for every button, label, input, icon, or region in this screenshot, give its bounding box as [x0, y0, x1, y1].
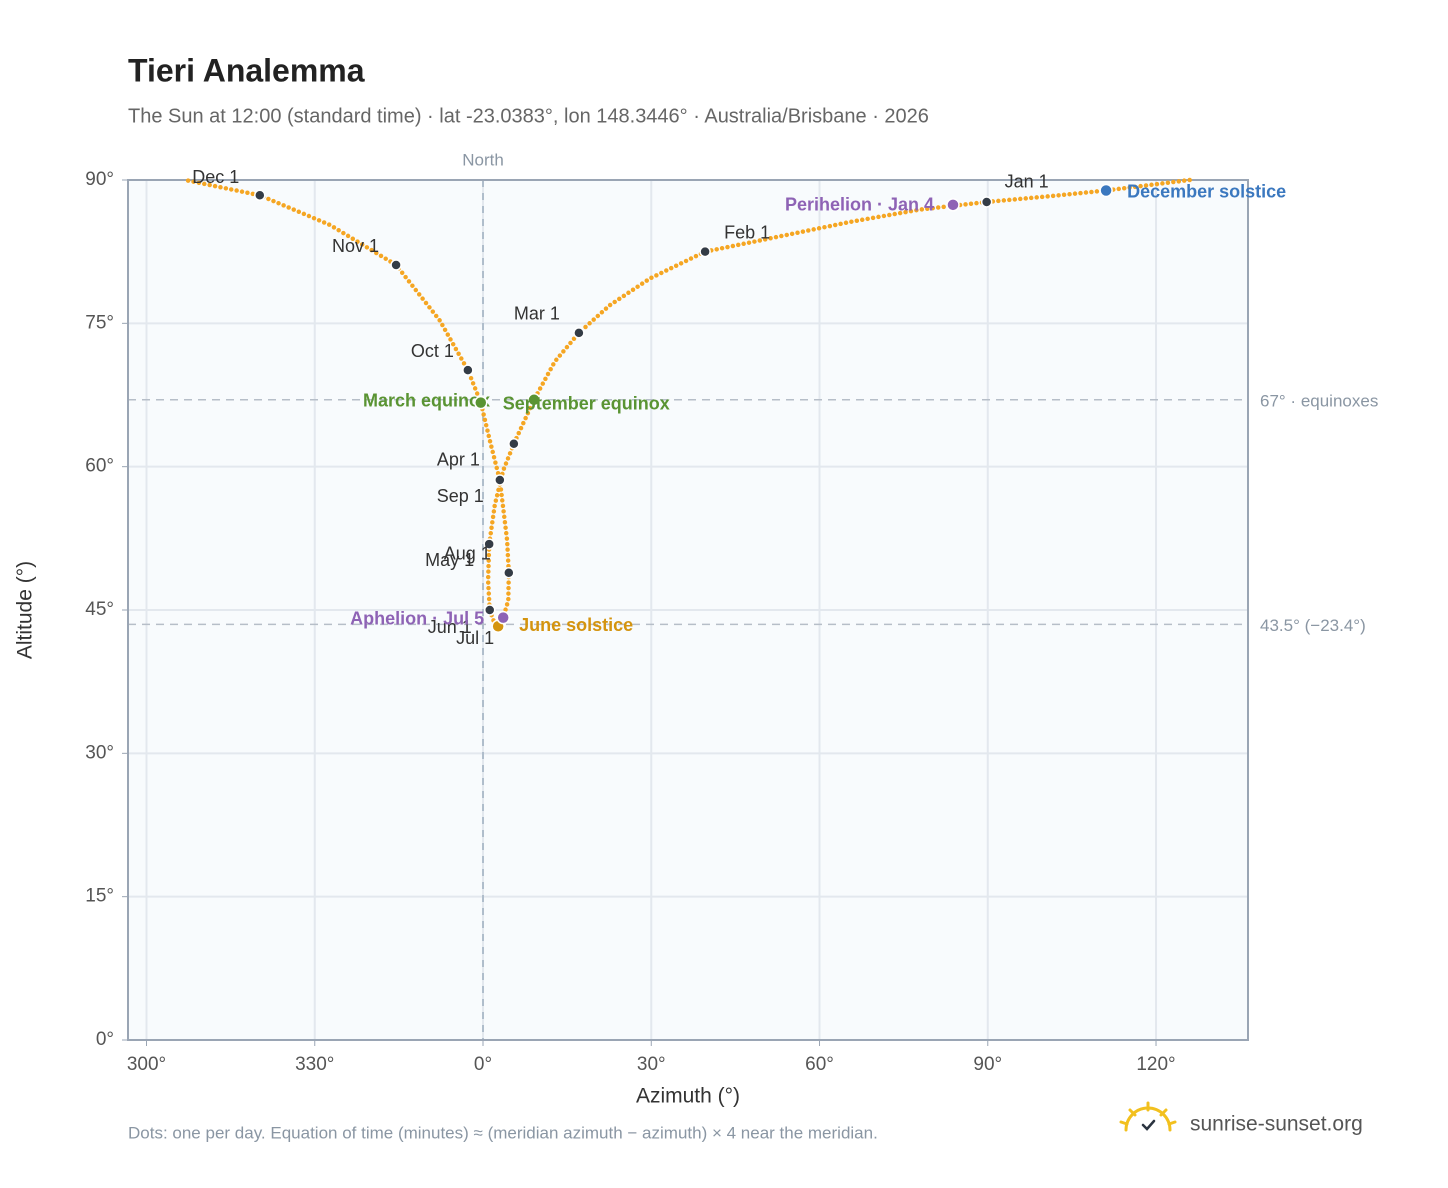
marker-label: Oct 1 — [411, 341, 454, 361]
marker-label: Feb 1 — [724, 222, 770, 242]
marker — [1099, 183, 1113, 198]
marker-label: Perihelion · Jan 4 — [785, 195, 934, 215]
marker-label: Jan 1 — [1005, 172, 1049, 192]
marker-label: Aug 1 — [444, 543, 491, 563]
marker — [503, 566, 515, 579]
marker-label: June solstice — [519, 615, 633, 635]
y-tick-label: 45° — [85, 599, 114, 620]
y-tick-label: 60° — [85, 456, 114, 477]
y-tick-label: 90° — [85, 169, 114, 190]
marker — [494, 474, 506, 486]
x-tick-label: 0° — [474, 1054, 492, 1075]
y-tick-label: 30° — [85, 742, 114, 763]
x-tick-label: 60° — [805, 1054, 834, 1075]
meridian-label: North — [462, 150, 504, 169]
x-tick-label: 90° — [973, 1054, 1002, 1075]
reference-label: 43.5° (−23.4°) — [1260, 616, 1366, 635]
marker — [483, 604, 496, 616]
plot-border — [127, 179, 1249, 1041]
analemma-curve — [182, 177, 1192, 630]
chart-subtitle: The Sun at 12:00 (standard time) · lat -… — [128, 105, 929, 127]
marker-label: September equinox — [503, 393, 670, 413]
marker-label: Dec 1 — [192, 167, 239, 187]
x-axis-label: Azimuth (°) — [636, 1085, 740, 1108]
x-tick-label: 30° — [637, 1054, 666, 1075]
marker — [508, 437, 520, 450]
brand: sunrise-sunset.org — [1190, 1113, 1363, 1136]
marker-label: May 1 — [425, 550, 474, 570]
marker — [390, 259, 402, 271]
reference-label: 67° · equinoxes — [1260, 391, 1378, 410]
y-tick-label: 0° — [96, 1029, 114, 1050]
marker-label: Mar 1 — [514, 304, 560, 324]
marker-label: Nov 1 — [332, 236, 379, 256]
marker — [699, 245, 711, 258]
marker — [474, 395, 488, 410]
x-tick-label: 120° — [1136, 1054, 1175, 1075]
marker-label: Sep 1 — [437, 486, 484, 506]
marker — [946, 198, 960, 212]
marker-label: December solstice — [1127, 181, 1286, 201]
marker — [483, 538, 495, 550]
y-tick-label: 15° — [85, 886, 114, 907]
marker — [573, 327, 585, 339]
marker — [496, 610, 510, 625]
brand-logo — [1119, 1101, 1177, 1132]
marker-label: March equinox — [363, 391, 490, 411]
chart-title: Tieri Analemma — [128, 52, 365, 88]
marker-label: Aphelion · Jul 5 — [350, 608, 484, 628]
y-axis-label: Altitude (°) — [14, 561, 37, 659]
x-tick-label: 300° — [127, 1054, 166, 1075]
marker — [254, 189, 266, 202]
x-tick-label: 330° — [295, 1054, 334, 1075]
footnote: Dots: one per day. Equation of time (min… — [128, 1123, 878, 1142]
marker-label: Apr 1 — [437, 449, 480, 469]
marker — [527, 393, 541, 407]
marker — [980, 196, 993, 208]
y-tick-label: 75° — [85, 312, 114, 333]
marker-label: Jul 1 — [456, 628, 494, 648]
marker — [462, 364, 474, 376]
marker-label: Jun 1 — [428, 617, 472, 637]
